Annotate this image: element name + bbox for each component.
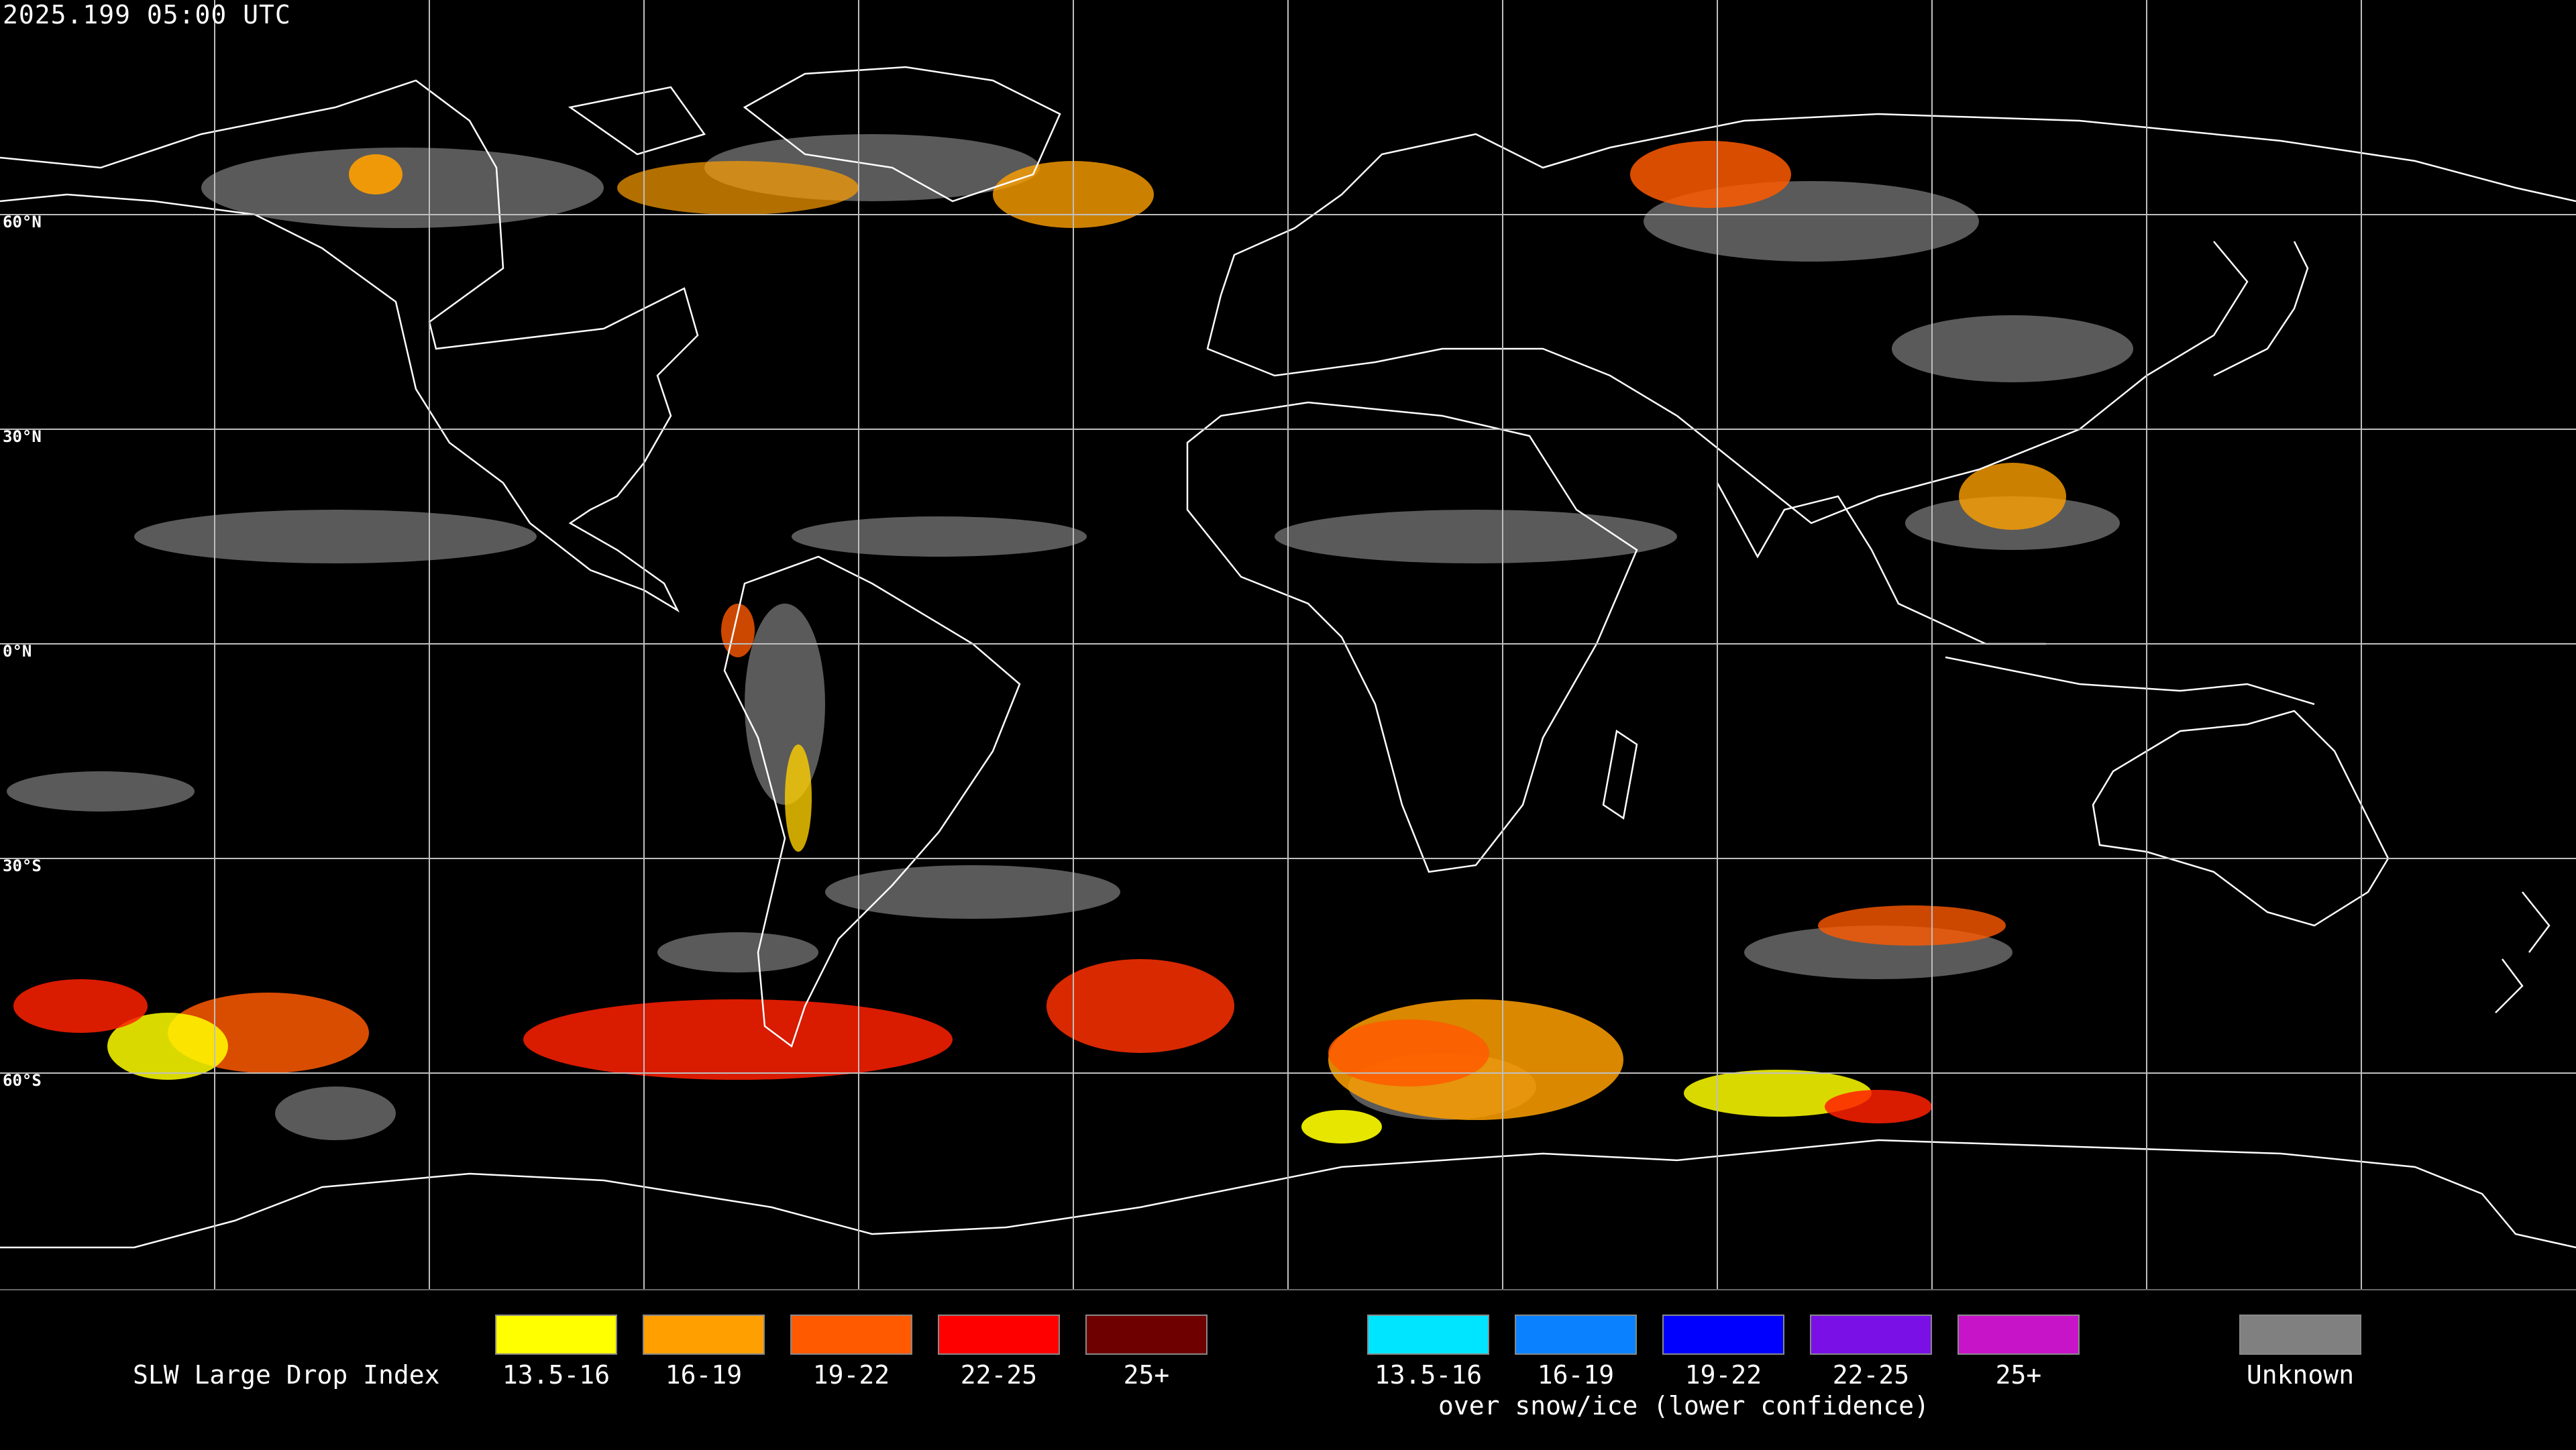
legend-swatch-snow-13-16 — [1367, 1315, 1489, 1355]
legend-label-snow-16-19: 16-19 — [1537, 1360, 1615, 1390]
legend-swatch-19-22 — [790, 1315, 912, 1355]
north-america-coast — [0, 79, 699, 613]
lat-label-60n: 60°N — [3, 213, 42, 231]
south-america-coast — [723, 555, 1021, 1048]
africa-coast — [1186, 401, 1638, 873]
large-drop-areas — [13, 141, 2066, 1144]
legend-label-25plus: 25+ — [1123, 1360, 1170, 1390]
australia-coast — [2092, 710, 2390, 927]
legend-swatch-snow-16-19 — [1515, 1315, 1637, 1355]
world-map[interactable] — [0, 0, 2576, 1289]
legend-label-snow-19-22: 19-22 — [1684, 1360, 1762, 1390]
graticule — [0, 0, 2576, 1289]
legend: SLW Large Drop Index 13.5-16 16-19 19-22… — [0, 1289, 2576, 1450]
map-panel[interactable] — [0, 0, 2576, 1289]
legend-snow-note: over snow/ice (lower confidence) — [1438, 1391, 1930, 1420]
legend-label-19-22: 19-22 — [812, 1360, 890, 1390]
slw-data-field — [7, 134, 2133, 1144]
new-zealand-coast — [2495, 891, 2551, 1013]
legend-swatch-13-16 — [495, 1315, 617, 1355]
lat-label-30s: 30°S — [3, 856, 42, 875]
lat-label-60s: 60°S — [3, 1071, 42, 1090]
japan-coast — [2213, 241, 2309, 377]
legend-swatch-unknown — [2239, 1315, 2361, 1355]
legend-label-snow-25plus: 25+ — [1995, 1360, 2042, 1390]
arctic-islands-coast — [568, 86, 706, 156]
coastlines — [0, 66, 2576, 1249]
legend-swatch-22-25 — [938, 1315, 1060, 1355]
legend-swatch-snow-19-22 — [1662, 1315, 1784, 1355]
legend-label-16-19: 16-19 — [665, 1360, 743, 1390]
indonesia-coast — [1945, 656, 2315, 706]
antarctica-coast — [0, 1139, 2576, 1249]
greenland-coast — [743, 66, 1061, 203]
legend-label-snow-13-16: 13.5-16 — [1374, 1360, 1483, 1390]
legend-label-snow-22-25: 22-25 — [1832, 1360, 1910, 1390]
timestamp: 2025.199 05:00 UTC — [3, 0, 291, 30]
eurasia-coast — [1206, 113, 2576, 524]
legend-label-22-25: 22-25 — [960, 1360, 1038, 1390]
south-asia-coast — [1716, 482, 2046, 645]
legend-swatch-snow-25plus — [1957, 1315, 2080, 1355]
legend-label-13-16: 13.5-16 — [502, 1360, 610, 1390]
legend-swatch-snow-22-25 — [1810, 1315, 1932, 1355]
madagascar-coast — [1602, 729, 1638, 820]
legend-swatch-16-19 — [643, 1315, 765, 1355]
legend-title: SLW Large Drop Index — [133, 1360, 440, 1390]
lat-label-30n: 30°N — [3, 427, 42, 446]
legend-swatch-25plus — [1085, 1315, 1208, 1355]
legend-label-unknown: Unknown — [2246, 1360, 2355, 1390]
lat-label-0n: 0°N — [3, 642, 32, 661]
